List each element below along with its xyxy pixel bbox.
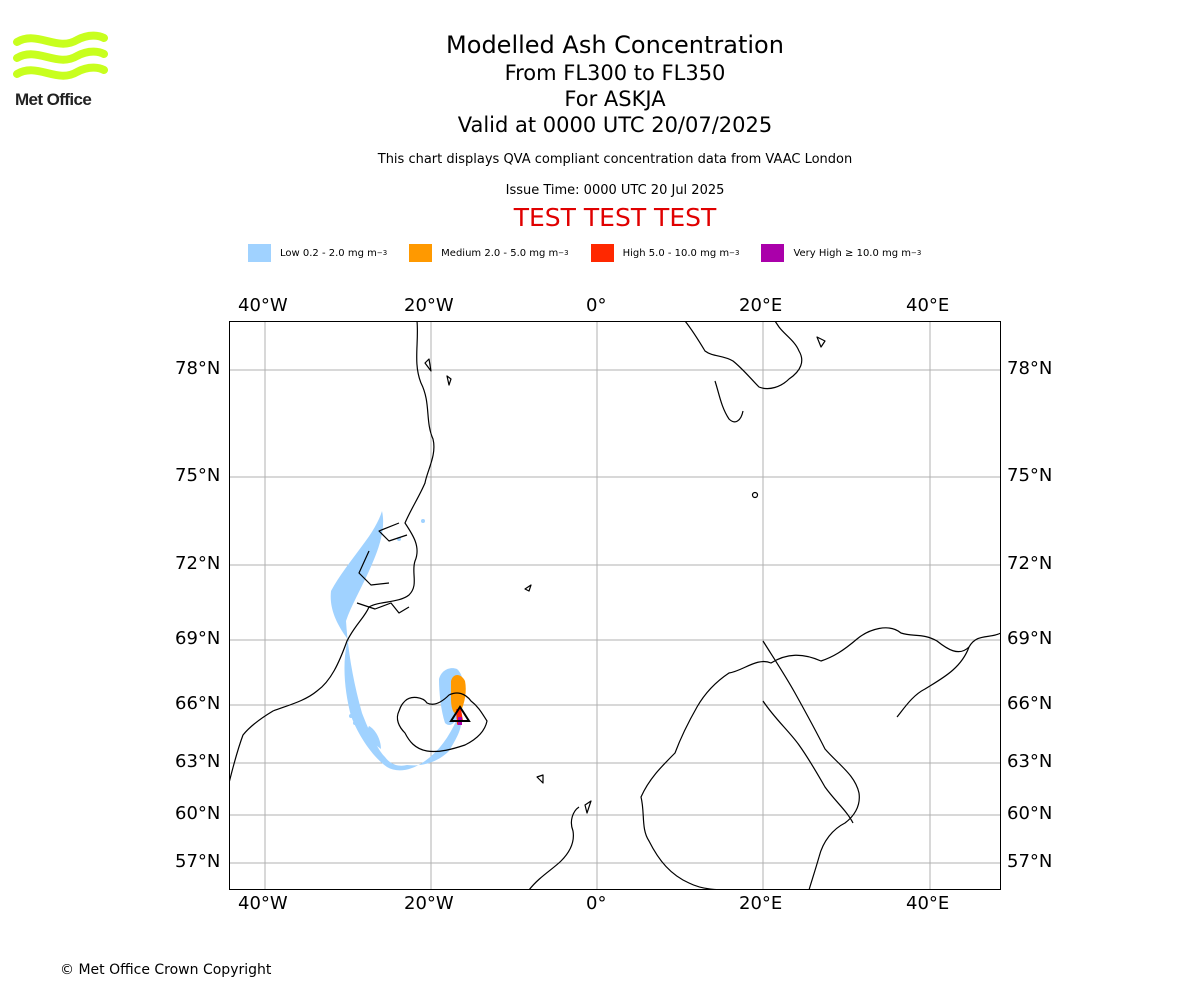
lat-label-right-72n: 72°N (1007, 553, 1053, 574)
legend: Low 0.2 - 2.0 mg m −3 Medium 2.0 - 5.0 mg… (248, 244, 943, 262)
lon-label-top-0: 0° (586, 295, 607, 316)
legend-label-very-high: Very High ≥ 10.0 mg m (793, 247, 912, 259)
ash-low-area (330, 511, 464, 771)
title-block: Modelled Ash Concentration From FL300 to… (315, 30, 915, 232)
chart-description: This chart displays QVA compliant concen… (377, 152, 853, 167)
lon-label-top-40w: 40°W (238, 295, 288, 316)
lat-label-right-78n: 78°N (1007, 358, 1053, 379)
coastlines (229, 321, 1001, 890)
flight-level-range: From FL300 to FL350 (504, 61, 726, 85)
lat-label-left-78n: 78°N (175, 358, 221, 379)
legend-swatch-low (248, 244, 271, 262)
lon-label-top-20w: 20°W (404, 295, 454, 316)
lat-label-left-63n: 63°N (175, 751, 221, 772)
legend-item-low: Low 0.2 - 2.0 mg m −3 (248, 244, 387, 262)
valid-time: Valid at 0000 UTC 20/07/2025 (457, 113, 773, 137)
lat-label-left-75n: 75°N (175, 465, 221, 486)
lon-label-bottom-20w: 20°W (404, 893, 454, 914)
lat-label-right-69n: 69°N (1007, 628, 1053, 649)
chart-title: Modelled Ash Concentration (446, 31, 784, 59)
legend-item-very-high: Very High ≥ 10.0 mg m −3 (761, 244, 921, 262)
legend-item-medium: Medium 2.0 - 5.0 mg m −3 (409, 244, 569, 262)
lon-label-bottom-40e: 40°E (906, 893, 950, 914)
map-frame (229, 321, 1001, 890)
lon-label-top-40e: 40°E (906, 295, 950, 316)
legend-unit-high: −3 (729, 249, 740, 257)
lon-label-top-20e: 20°E (739, 295, 783, 316)
lat-label-right-57n: 57°N (1007, 851, 1053, 872)
legend-swatch-very-high (761, 244, 785, 262)
lon-label-bottom-0: 0° (586, 893, 607, 914)
lat-label-right-66n: 66°N (1007, 693, 1053, 714)
test-banner: TEST TEST TEST (513, 203, 717, 232)
issue-time: Issue Time: 0000 UTC 20 Jul 2025 (505, 183, 725, 198)
legend-label-low: Low 0.2 - 2.0 mg m (280, 247, 377, 259)
legend-swatch-high (590, 244, 614, 262)
lat-label-right-63n: 63°N (1007, 751, 1053, 772)
legend-swatch-medium (409, 244, 433, 262)
legend-unit-low: −3 (376, 249, 388, 257)
legend-label-high: High 5.0 - 10.0 mg m (622, 247, 730, 259)
legend-unit-medium: −3 (558, 249, 569, 257)
ash-medium-area (451, 675, 466, 715)
volcano-name: For ASKJA (564, 87, 666, 111)
lat-label-left-69n: 69°N (175, 628, 221, 649)
logo-text: Met Office (15, 90, 92, 109)
met-office-logo-icon (13, 31, 108, 80)
legend-label-medium: Medium 2.0 - 5.0 mg m (441, 247, 559, 259)
lon-label-bottom-40w: 40°W (238, 893, 288, 914)
ash-map[interactable] (229, 321, 1001, 890)
legend-item-high: High 5.0 - 10.0 mg m −3 (590, 244, 740, 262)
lat-label-right-75n: 75°N (1007, 465, 1053, 486)
lat-label-left-72n: 72°N (175, 553, 221, 574)
lat-label-left-66n: 66°N (175, 693, 221, 714)
legend-unit-very-high: −3 (911, 249, 922, 257)
copyright-notice: © Met Office Crown Copyright (60, 962, 272, 978)
lat-label-right-60n: 60°N (1007, 803, 1053, 824)
lat-label-left-57n: 57°N (175, 851, 221, 872)
lat-label-left-60n: 60°N (175, 803, 221, 824)
volcano-marker-icon (449, 705, 471, 722)
lon-label-bottom-20e: 20°E (739, 893, 783, 914)
